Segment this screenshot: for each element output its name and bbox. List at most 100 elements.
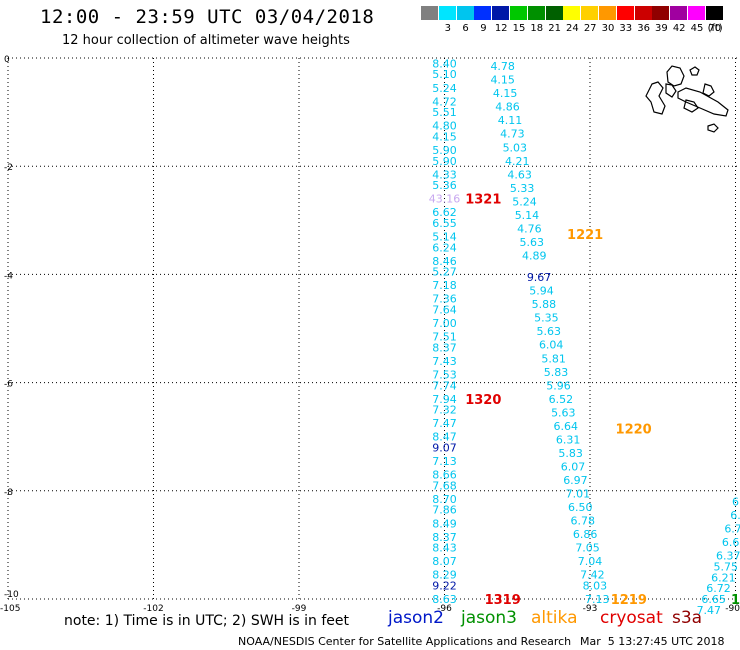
satellite-label-altika: altika [531,608,578,628]
legend-label: 18 [530,23,544,34]
wave-height-value: 7.64 [432,304,457,317]
wave-height-value: 8.37 [432,531,457,544]
wave-height-value: 8.07 [432,555,457,568]
wave-height-value: 6 [732,496,739,509]
wave-height-value: 6.72 [706,582,731,595]
pass-time-label: 1 [731,593,740,608]
satellite-label-cryosat: cryosat [600,608,663,628]
island-outline [702,83,715,97]
wave-height-value: 9.22 [432,579,457,592]
legend-label: 15 [512,23,526,34]
wave-height-value: 6.55 [432,217,457,230]
wave-height-value: 5.36 [432,179,457,192]
island-outline [666,65,685,87]
legend-swatch [510,6,527,20]
island-outline [665,83,677,98]
lat-tick-label: -4 [4,271,13,281]
wave-height-value: 6.04 [539,339,564,352]
island-outline [689,66,700,76]
wave-height-value: 5.10 [432,68,457,81]
legend-label: 27 [583,23,597,34]
legend-swatch [456,6,474,20]
wave-height-value: 4.33 [432,168,457,181]
wave-height-value: 5.24 [432,82,457,95]
satellite-label-s3a: s3a [672,608,703,628]
wave-height-value: 6.97 [563,474,588,487]
wave-height-value: 8.47 [432,431,457,444]
legend-swatch [492,6,510,20]
legend-label: 42 [672,23,686,34]
lon-tick-label: -96 [437,604,452,614]
wave-height-value: 7.51 [432,331,457,344]
wave-height-value: 7.47 [432,417,457,430]
wave-height-value: 7.43 [432,355,457,368]
lat-tick-label: -8 [4,488,13,498]
legend-swatch [599,6,616,20]
wave-height-value: 4.63 [507,168,532,181]
pass-time-label: 1321 [465,193,501,208]
wave-height-value: 5.90 [432,155,457,168]
legend-swatch [563,6,581,20]
legend-swatch [634,6,652,20]
satellite-label-jason2: jason2 [388,608,444,628]
wave-height-value: 6.86 [573,528,598,541]
wave-height-value: 4.89 [522,249,547,262]
wave-height-value: 8.29 [432,569,457,582]
pass-time-label: 1220 [616,423,652,438]
legend-label: 39 [655,23,668,34]
galapagos-islands [645,65,729,133]
wave-height-value: 5.96 [546,379,571,392]
wave-height-value: 8.63 [432,593,457,606]
wave-height-value: 7.42 [580,569,605,582]
wave-height-value: 6.24 [432,241,457,254]
lon-tick-label: -90 [725,604,740,614]
wave-height-value: 4.15 [490,74,515,87]
legend-swatch [670,6,688,20]
lat-tick-label: -6 [4,380,13,390]
pass-time-labels: 1321 1221 1320 1220 1319 1219 1 [465,193,740,608]
wave-height-value: 7.53 [432,368,457,381]
wave-height-value: 5.35 [534,312,559,325]
wave-height-value: 6.31 [556,433,581,446]
wave-height-value: 7.86 [432,504,457,517]
wave-height-value: 4.80 [432,120,457,133]
wave-height-value: 5.90 [432,144,457,157]
legend-swatch [688,6,705,20]
legend-unit: (ft) [707,23,723,34]
wave-height-value: 7.05 [575,542,600,555]
axis-labels: 0 -2 -4 -6 -8 -10 -105 -102 -99 -96 -93 -90 [0,55,740,614]
wave-height-value: 8.46 [432,255,457,268]
wave-height-value: 9.07 [432,442,457,455]
wave-height-value: 5.14 [515,209,540,222]
wave-height-value: 8.66 [432,469,457,482]
wave-height-value: 4.76 [517,222,542,235]
wave-height-value: 7.36 [432,293,457,306]
legend-label: 9 [480,23,487,34]
legend-label: 3 [444,23,451,34]
wave-height-value: 4.78 [490,60,515,73]
wave-height-value: 5.03 [503,141,528,154]
wave-height-value: 7.47 [697,604,722,617]
legend-swatch [652,6,670,20]
legend-label: 21 [548,23,561,34]
wave-height-value: 6.78 [570,515,595,528]
legend-swatch [705,6,723,20]
wave-height-value: 5.63 [551,406,576,419]
pass-time-label: 1320 [465,393,501,408]
wave-height-value: 4.11 [498,114,523,127]
wave-height-value: 5.94 [529,285,554,298]
wave-height-value: 7.74 [432,379,457,392]
grid-lines [7,57,740,600]
credit-line: NOAA/NESDIS Center for Satellite Applica… [238,635,572,648]
wave-height-value: 5.88 [532,298,557,311]
lon-tick-label: -102 [143,604,163,614]
wave-height-value: 8.37 [432,341,457,354]
legend-label: 33 [619,23,633,34]
wave-height-value: 7.13 [432,455,457,468]
wave-height-value: 5.14 [432,231,457,244]
wave-height-value: 7.01 [566,488,591,501]
wave-height-value: 6. [730,509,740,522]
map-title: 12:00 - 23:59 UTC 03/04/2018 [40,6,375,28]
pass-time-label: 1319 [485,593,521,608]
legend-swatch [438,6,456,20]
